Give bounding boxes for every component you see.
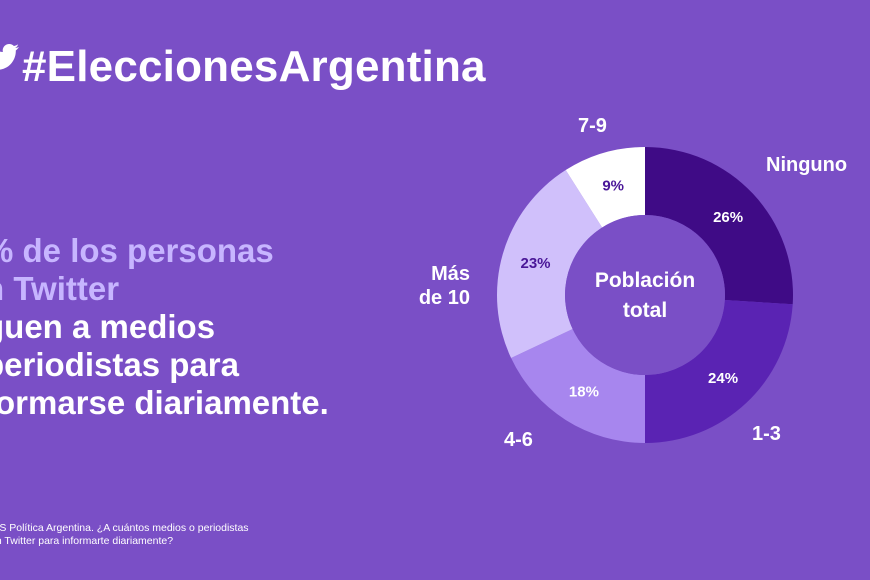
donut-value-label-3: 18% [569, 383, 599, 400]
donut-slice-5 [565, 147, 645, 228]
center-label-line-1: Población [594, 269, 696, 292]
center-label-line-2: total [622, 299, 668, 322]
headline-line-4: periodistas para [0, 346, 239, 383]
category-label-4-6: 4-6 [504, 428, 533, 452]
donut-value-label-5: 9% [602, 178, 624, 195]
headline-line-3: guen a medios [0, 308, 216, 345]
donut-slice-1 [645, 147, 793, 305]
donut-hole [565, 215, 725, 375]
donut-value-label-1: 26% [713, 209, 743, 226]
category-label-7-9: 7-9 [578, 114, 607, 138]
donut-value-label-2: 24% [708, 370, 738, 387]
category-label-mas-de-10-line-1: Más [431, 263, 470, 285]
source-line-1: TIS Política Argentina. ¿A cuántos medio… [0, 522, 249, 534]
headline-line-1: % de los personas [0, 232, 274, 269]
headline: % de los personas n Twitter guen a medio… [0, 232, 329, 422]
donut-slice-4 [496, 170, 603, 359]
category-label-1-3-text: 1-3 [752, 423, 781, 445]
category-label-mas-de-10: Más de 10 [410, 262, 470, 310]
twitter-bird-icon [0, 44, 19, 70]
donut-slice-2 [645, 300, 793, 443]
category-label-ninguno: Ninguno [766, 153, 847, 177]
source-note: TIS Política Argentina. ¿A cuántos medio… [0, 522, 249, 548]
headline-line-2: n Twitter [0, 270, 120, 307]
category-label-1-3: 1-3 [752, 422, 781, 446]
donut-value-label-4: 23% [521, 255, 551, 272]
headline-line-5: formarse diariamente. [0, 384, 329, 421]
category-label-ninguno-text: Ninguno [766, 154, 848, 176]
source-line-2: en Twitter para informarte diariamente? [0, 535, 174, 547]
donut-slice-3 [511, 329, 645, 443]
category-label-7-9-text: 7-9 [578, 115, 607, 137]
chart-center-label: Población total [565, 266, 725, 326]
hashtag-title: #EleccionesArgentina [22, 42, 486, 91]
category-label-mas-de-10-line-2: de 10 [418, 287, 470, 309]
category-label-4-6-text: 4-6 [504, 429, 533, 451]
